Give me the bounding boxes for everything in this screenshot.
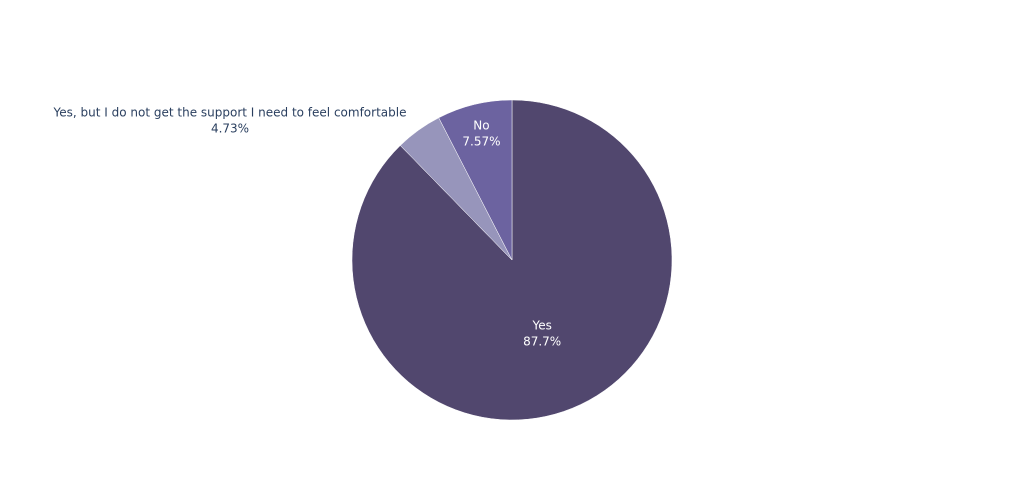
slice-value-label: 7.57% bbox=[462, 135, 500, 149]
slice-value-label: 4.73% bbox=[211, 122, 249, 136]
slice-value-label: 87.7% bbox=[523, 335, 561, 349]
slice-label: Yes, but I do not get the support I need… bbox=[53, 106, 407, 120]
pie-slice bbox=[438, 99, 513, 261]
slice-label: Yes bbox=[531, 319, 551, 333]
slice-label: No bbox=[473, 119, 489, 133]
